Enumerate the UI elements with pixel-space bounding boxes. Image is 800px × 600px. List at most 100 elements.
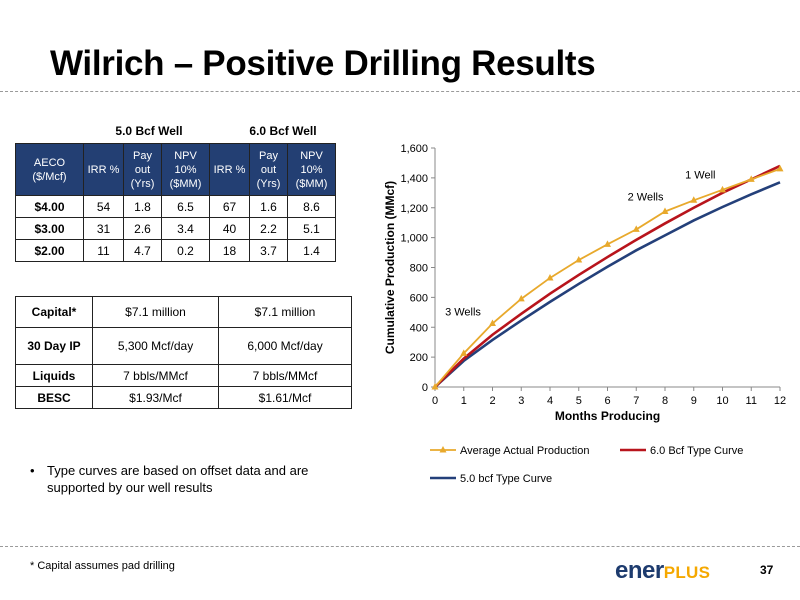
- group-label-5bcf: 5.0 Bcf Well: [115, 124, 183, 138]
- table-row: $2.00 11 4.7 0.2 18 3.7 1.4: [15, 239, 336, 262]
- table-row: $3.00 31 2.6 3.4 40 2.2 5.1: [15, 217, 336, 240]
- table-cell: 6.5: [161, 195, 210, 218]
- y-tick-label: 1,600: [400, 143, 428, 155]
- table-cell: 7 bbls/MMcf: [218, 364, 352, 387]
- table-cell: 5,300 Mcf/day: [92, 327, 219, 365]
- header-aeco: AECO ($/Mcf): [15, 143, 84, 196]
- data-point-marker: [431, 383, 439, 390]
- table-cell: 67: [209, 195, 250, 218]
- y-tick-label: 600: [410, 292, 428, 304]
- x-tick-label: 7: [633, 395, 639, 407]
- table-cell: $1.61/Mcf: [218, 386, 352, 409]
- x-tick-label: 12: [774, 395, 786, 407]
- data-point-marker: [575, 256, 583, 263]
- table-row: Liquids 7 bbls/MMcf 7 bbls/MMcf: [15, 364, 352, 387]
- data-point-marker: [719, 185, 726, 193]
- economics-header-row: AECO ($/Mcf) IRR % Pay out (Yrs) NPV 10%…: [15, 143, 336, 196]
- x-tick-label: 2: [489, 395, 495, 407]
- table-cell: 1.4: [287, 239, 336, 262]
- page-number: 37: [760, 563, 774, 577]
- data-point-marker: [489, 319, 496, 327]
- data-point-marker: [776, 164, 784, 172]
- table-cell: 1.8: [123, 195, 162, 218]
- chart-annotation: 2 Wells: [628, 191, 664, 203]
- x-tick-label: 5: [576, 395, 582, 407]
- table-cell: 3.4: [161, 217, 210, 240]
- header-irr-5: IRR %: [83, 143, 124, 196]
- y-tick-label: 1,000: [400, 233, 428, 245]
- table-cell: 2.6: [123, 217, 162, 240]
- y-tick-label: 400: [410, 322, 428, 334]
- table-cell: 0.2: [161, 239, 210, 262]
- data-point-marker: [632, 225, 640, 232]
- row-label-ip: 30 Day IP: [15, 327, 93, 365]
- table-row: Capital* $7.1 million $7.1 million: [15, 296, 352, 328]
- logo-accent: PLUS: [663, 563, 711, 582]
- table-cell: 8.6: [287, 195, 336, 218]
- x-tick-label: 10: [716, 395, 728, 407]
- x-tick-label: 4: [547, 395, 553, 407]
- table-cell: 1.6: [249, 195, 288, 218]
- header-irr-6: IRR %: [209, 143, 250, 196]
- data-point-marker: [747, 175, 755, 182]
- x-tick-label: 9: [691, 395, 697, 407]
- row-label-besc: BESC: [15, 386, 93, 409]
- x-tick-label: 6: [604, 395, 610, 407]
- y-tick-label: 1,200: [400, 203, 428, 215]
- bottom-divider: [0, 546, 800, 547]
- y-tick-label: 1,400: [400, 173, 428, 185]
- y-axis-label: Cumulative Production (MMcf): [383, 181, 397, 354]
- table-cell: 4.7: [123, 239, 162, 262]
- table-cell: 54: [83, 195, 124, 218]
- table-cell: $1.93/Mcf: [92, 386, 219, 409]
- table-cell: $4.00: [15, 195, 84, 218]
- y-tick-label: 800: [410, 263, 428, 275]
- table-cell: $7.1 million: [92, 296, 219, 328]
- y-tick-label: 200: [410, 352, 428, 364]
- data-point-marker: [546, 273, 554, 281]
- chart-annotation: 1 Well: [685, 170, 715, 182]
- data-point-marker: [661, 207, 669, 214]
- x-tick-label: 0: [432, 395, 438, 407]
- table-cell: 6,000 Mcf/day: [218, 327, 352, 365]
- table-cell: 3.7: [249, 239, 288, 262]
- series-line-1: [434, 164, 781, 388]
- legend-marker: [439, 446, 447, 453]
- row-label-capital: Capital*: [15, 296, 93, 328]
- table-cell: $3.00: [15, 217, 84, 240]
- well-parameters-table: Capital* $7.1 million $7.1 million 30 Da…: [15, 296, 352, 409]
- data-point-marker: [460, 349, 468, 356]
- legend-label: 5.0 bcf Type Curve: [460, 473, 552, 485]
- bullet-text: Type curves are based on offset data and…: [47, 463, 309, 495]
- group-label-6bcf: 6.0 Bcf Well: [249, 124, 317, 138]
- header-payout-5: Pay out (Yrs): [123, 143, 162, 196]
- logo-main: ener: [615, 557, 664, 584]
- page-title: Wilrich – Positive Drilling Results: [50, 44, 596, 83]
- table-cell: 5.1: [287, 217, 336, 240]
- table-cell: 40: [209, 217, 250, 240]
- x-axis-label: Months Producing: [555, 409, 660, 423]
- table-row: $4.00 54 1.8 6.5 67 1.6 8.6: [15, 195, 336, 218]
- footnote: * Capital assumes pad drilling: [30, 560, 175, 572]
- legend-label: Average Actual Production: [460, 445, 589, 457]
- header-npv-6: NPV 10% ($MM): [287, 143, 336, 196]
- table-cell: 7 bbls/MMcf: [92, 364, 219, 387]
- x-tick-label: 3: [518, 395, 524, 407]
- legend-label: 6.0 Bcf Type Curve: [650, 445, 743, 457]
- chart-annotation: 3 Wells: [445, 306, 481, 318]
- enerplus-logo: enerPLUS: [615, 557, 710, 585]
- x-tick-label: 1: [461, 395, 467, 407]
- table-cell: $2.00: [15, 239, 84, 262]
- table-cell: 18: [209, 239, 250, 262]
- x-tick-label: 11: [746, 395, 757, 407]
- top-divider: [0, 91, 800, 92]
- x-tick-label: 8: [662, 395, 668, 407]
- table-row: 30 Day IP 5,300 Mcf/day 6,000 Mcf/day: [15, 327, 352, 365]
- data-point-marker: [604, 240, 611, 247]
- header-npv-5: NPV 10% ($MM): [161, 143, 210, 196]
- row-label-liquids: Liquids: [15, 364, 93, 387]
- table-cell: 11: [83, 239, 124, 262]
- header-payout-6: Pay out (Yrs): [249, 143, 288, 196]
- data-point-marker: [690, 196, 698, 203]
